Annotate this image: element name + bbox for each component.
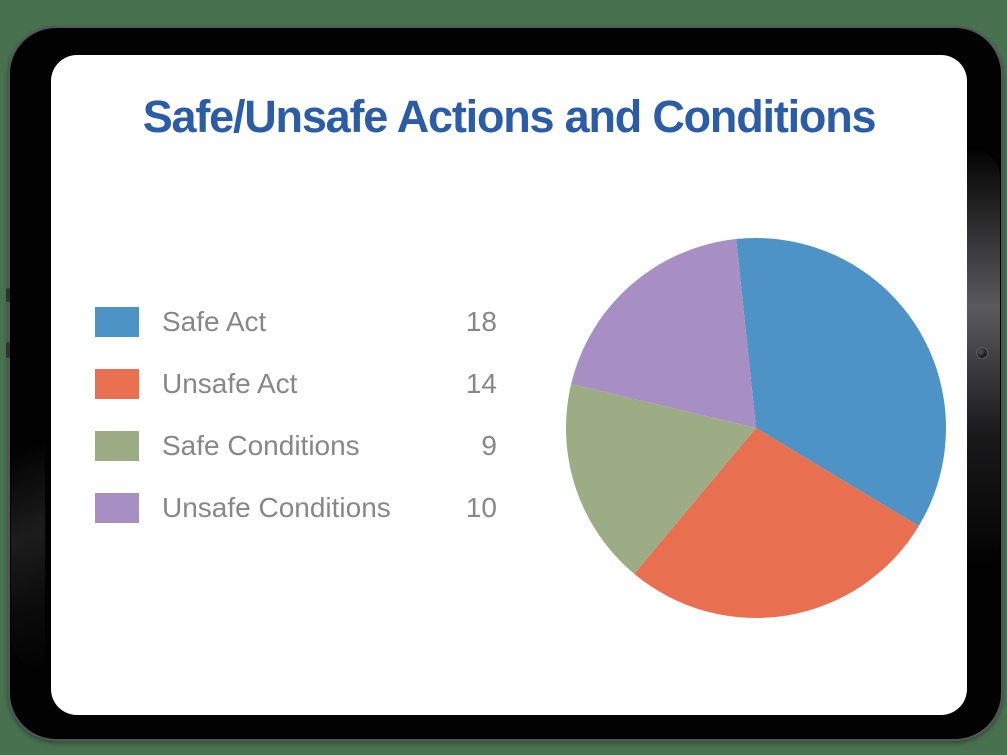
volume-button: [6, 288, 10, 302]
tablet-screen: Safe/Unsafe Actions and Conditions Safe …: [51, 55, 967, 715]
legend-item-safe-conditions: Safe Conditions 9: [95, 431, 497, 461]
legend-value: 9: [481, 430, 497, 461]
pie-chart-container: [565, 237, 946, 618]
legend-label: Safe Conditions: [162, 430, 360, 461]
legend-value: 10: [465, 492, 497, 523]
pie-slice-safe-act: [736, 237, 946, 527]
page-title: Safe/Unsafe Actions and Conditions: [142, 91, 877, 142]
tablet-frame: Safe/Unsafe Actions and Conditions Safe …: [6, 26, 1003, 741]
legend-item-unsafe-conditions: Unsafe Conditions 10: [95, 493, 497, 523]
legend-label: Unsafe Act: [162, 368, 298, 399]
legend-swatch: [95, 493, 139, 523]
volume-button: [6, 342, 10, 358]
pie-slice-unsafe-conditions: [571, 239, 756, 428]
legend-label: Unsafe Conditions: [162, 492, 391, 523]
chart-legend: Safe Act 18 Unsafe Act 14 Safe Condition…: [95, 307, 497, 555]
bezel-highlight: [11, 428, 45, 668]
legend-swatch: [95, 431, 139, 461]
legend-value: 18: [465, 306, 497, 337]
legend-swatch: [95, 369, 139, 399]
camera-icon: [976, 347, 988, 359]
legend-item-unsafe-act: Unsafe Act 14: [95, 369, 497, 399]
legend-value: 14: [465, 368, 497, 399]
legend-item-safe-act: Safe Act 18: [95, 307, 497, 337]
pie-chart: [565, 237, 946, 618]
pie-slice-unsafe-act: [634, 428, 919, 618]
legend-swatch: [95, 307, 139, 337]
pie-slice-safe-conditions: [565, 383, 756, 574]
legend-label: Safe Act: [162, 306, 267, 337]
